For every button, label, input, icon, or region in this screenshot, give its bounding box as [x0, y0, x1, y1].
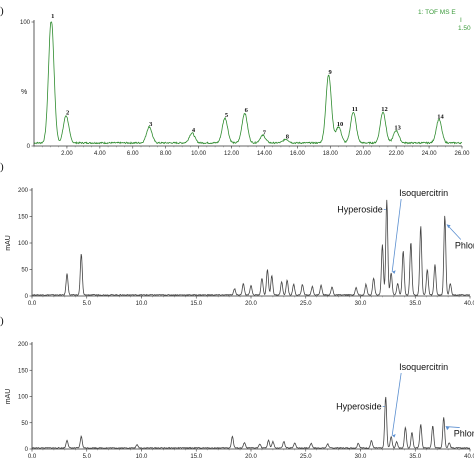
ms-header-line-2: I	[460, 17, 462, 24]
x-tick-label: 30.0	[355, 301, 367, 307]
annotation-arrow	[391, 372, 402, 436]
annotation-arrowhead	[392, 270, 396, 274]
y-tick-label: 200	[18, 342, 29, 348]
x-tick-label: 24.00	[422, 151, 438, 157]
x-tick-label: 18.00	[323, 151, 339, 157]
y-tick-label: 150	[18, 215, 29, 221]
y-tick-label: 50	[21, 421, 28, 427]
panel-middle-hplc-chromatogram: 0.0 5.0 10.0 15.0 20.0 25.0 30.0 35.0 40.0 0 50 100…	[5, 188, 474, 307]
x-tick-label: 35.0	[409, 301, 421, 307]
x-tick-label: 0.0	[28, 301, 37, 307]
x-tick-label: 10.0	[136, 454, 148, 460]
chromatogram-trace	[33, 21, 463, 145]
annotation-arrowhead	[446, 224, 451, 229]
annotation-isoquercitrin: Isoquercitrin	[399, 188, 448, 198]
peak-label: 8	[286, 133, 290, 140]
y-tick-label: 100	[18, 241, 29, 247]
x-tick-label: 2.00	[61, 151, 73, 157]
peak-label: 1	[51, 13, 54, 20]
panel-letter-middle: )	[0, 161, 4, 173]
y-tick-label: 0	[25, 447, 29, 453]
y-tick-label: 150	[18, 368, 29, 374]
x-tick-label: 6.00	[127, 151, 139, 157]
x-tick-label: 15.0	[190, 301, 202, 307]
y-axis-label: mAU	[5, 235, 12, 251]
annotation-arrow	[445, 426, 460, 428]
y-tick-label: 0	[25, 294, 29, 300]
x-tick-label: 10.00	[191, 151, 207, 157]
panel-top-tic-chromatogram: 2.00 4.00 6.00 8.00 10.00 12.00 14.00 16.00 18.0…	[20, 13, 470, 157]
x-tick-label: 0.0	[28, 454, 37, 460]
peak-label: 14	[437, 113, 444, 120]
x-tick-label: 20.00	[356, 151, 372, 157]
y-tick-label: 100	[20, 20, 31, 26]
peak-label: 2	[66, 110, 69, 117]
ms-header-line-3: 1.50	[458, 25, 471, 32]
ms-header-line-1: 1: TOF MS E	[418, 9, 456, 16]
x-tick-label: 4.00	[94, 151, 106, 157]
annotation-arrow	[391, 198, 402, 272]
x-tick-label: 40.0	[464, 454, 474, 460]
annotation-phloridzin: Phloridzin	[454, 429, 474, 439]
x-tick-label: 14.00	[257, 151, 273, 157]
x-tick-label: 12.00	[224, 151, 240, 157]
x-tick-label: 5.0	[83, 454, 92, 460]
y-tick-label: 200	[18, 188, 29, 194]
peak-label: 7	[263, 130, 267, 137]
annotation-isoquercitrin: Isoquercitrin	[399, 362, 448, 372]
x-tick-label: 20.0	[245, 454, 257, 460]
annotation-phloridzin: Phloridzin	[455, 241, 474, 251]
annotation-hyperoside: Hyperoside	[336, 402, 382, 412]
x-tick-label: 25.0	[300, 454, 312, 460]
x-tick-label: 15.0	[190, 454, 202, 460]
y-tick-label: 50	[21, 268, 28, 274]
peak-label: 4	[192, 127, 196, 134]
x-tick-label: 40.0	[464, 301, 474, 307]
x-tick-label: 10.0	[136, 301, 148, 307]
peak-label: 9	[329, 69, 333, 76]
x-tick-label: 16.00	[290, 151, 306, 157]
annotation-arrowhead	[445, 426, 450, 431]
x-tick-label: 25.0	[300, 301, 312, 307]
x-tick-label: 20.0	[245, 301, 257, 307]
y-tick-label: 0	[27, 144, 31, 150]
panel-letter-top: )	[0, 5, 4, 17]
peak-label: 11	[352, 106, 358, 113]
peak-label: 5	[225, 112, 229, 119]
panel-letter-bottom: )	[0, 315, 4, 327]
x-tick-label: 26.00	[454, 151, 470, 157]
x-tick-label: 5.0	[83, 301, 92, 307]
peak-label: 10	[337, 121, 344, 128]
peak-label: 12	[381, 106, 388, 113]
peak-label: 13	[394, 125, 401, 132]
panel-bottom-hplc-chromatogram: 0.0 5.0 10.0 15.0 20.0 25.0 30.0 35.0 40.0 0 50 100…	[5, 342, 474, 460]
y-tick-label: 100	[18, 395, 29, 401]
chromatogram-trace	[31, 396, 471, 450]
y-axis-label: mAU	[5, 389, 12, 405]
x-tick-label: 22.00	[389, 151, 405, 157]
x-tick-label: 8.00	[160, 151, 172, 157]
peak-label: 6	[245, 107, 249, 114]
x-tick-label: 30.0	[355, 454, 367, 460]
peak-label: 3	[149, 121, 153, 128]
annotation-arrowhead	[392, 433, 396, 438]
annotation-hyperoside: Hyperoside	[337, 205, 383, 215]
x-tick-label: 35.0	[409, 454, 421, 460]
y-axis-label: %	[21, 89, 27, 96]
chromatogram-trace	[31, 199, 471, 297]
